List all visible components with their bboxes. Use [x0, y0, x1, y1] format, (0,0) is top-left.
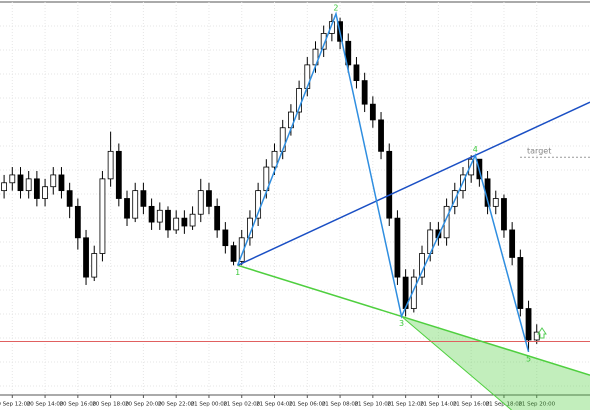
x-tick-label: 21 Sep 18:00 — [486, 402, 523, 408]
candle-body — [435, 229, 442, 239]
candle-body — [140, 190, 147, 207]
candle-body — [501, 198, 507, 231]
x-tick-label: 20 Sep 20:00 — [125, 402, 162, 408]
target-zone-edge — [401, 316, 512, 410]
candle-body — [132, 190, 139, 219]
x-tick-label: 21 Sep 02:00 — [223, 402, 260, 408]
candle-body — [115, 150, 122, 199]
candle-body — [492, 198, 499, 207]
candle-body — [361, 80, 368, 105]
candle-body — [345, 40, 352, 66]
candle-body — [1, 182, 7, 192]
x-tick-label: 21 Sep 08:00 — [322, 402, 359, 408]
candle-body — [181, 217, 188, 227]
candle-body — [533, 331, 540, 341]
candle-body — [378, 119, 384, 152]
candle-body — [328, 21, 335, 34]
candle-body — [42, 186, 48, 199]
x-tick-label: 20 Sep 14:00 — [27, 402, 64, 408]
candle-body — [17, 174, 24, 192]
x-tick-label: 21 Sep 16:00 — [453, 402, 490, 408]
line-1-3 — [237, 264, 590, 376]
candle-body — [394, 217, 401, 278]
x-tick-label: 20 Sep 12:00 — [0, 402, 31, 408]
candle-body — [525, 308, 532, 341]
candle-body — [320, 33, 327, 50]
candle-body — [279, 127, 286, 152]
candle-body — [353, 64, 360, 81]
x-tick-label: 21 Sep 14:00 — [420, 402, 457, 408]
candle-body — [50, 174, 57, 188]
candle-body — [410, 276, 417, 309]
candle-body — [304, 64, 311, 89]
x-tick-label: 21 Sep 20:00 — [518, 402, 555, 408]
wave-label: 5 — [526, 354, 531, 363]
candle-body — [369, 103, 376, 121]
candle-body — [156, 209, 163, 223]
wave-label: 3 — [399, 319, 404, 328]
candle-body — [468, 158, 475, 176]
candle-body — [58, 174, 65, 192]
candle-body — [173, 217, 180, 231]
candle-body — [83, 237, 89, 278]
candle-body — [124, 198, 130, 219]
plot: target 1 2 3 4 5 — [0, 3, 590, 410]
candle-body — [419, 253, 425, 278]
candle-body — [33, 178, 40, 199]
x-tick-label: 20 Sep 22:00 — [158, 402, 195, 408]
candle-body — [165, 209, 171, 231]
candle-body — [9, 174, 16, 184]
candle-body — [189, 213, 196, 227]
wave-label: 2 — [333, 3, 338, 12]
x-tick-label: 21 Sep 12:00 — [387, 402, 424, 408]
candle-body — [214, 205, 221, 231]
x-tick-label: 21 Sep 04:00 — [256, 402, 293, 408]
candle-body — [91, 253, 98, 278]
x-tick-label: 21 Sep 06:00 — [289, 402, 326, 408]
candle-body — [66, 190, 73, 207]
candle-body — [99, 178, 106, 254]
x-tick-label: 21 Sep 10:00 — [354, 402, 391, 408]
line-1-4 — [237, 101, 590, 266]
wave-zigzag — [236, 11, 530, 352]
candle-body — [222, 229, 229, 247]
candle-body — [517, 257, 524, 309]
wave-label: 4 — [473, 145, 478, 154]
target-zone — [401, 316, 590, 410]
x-tick-label: 20 Sep 18:00 — [92, 402, 129, 408]
buy-arrow-icon — [537, 327, 547, 339]
candle-body — [271, 150, 278, 168]
candle-body — [74, 205, 81, 239]
candle-body — [386, 150, 393, 219]
candle-body — [509, 229, 516, 258]
candle-body — [107, 150, 114, 180]
candle-body — [197, 190, 204, 215]
candle-body — [25, 178, 32, 192]
x-tick-label: 21 Sep 00:00 — [191, 402, 228, 408]
x-tick-label: 20 Sep 16:00 — [59, 402, 96, 408]
candle-body — [255, 190, 262, 219]
candle-body — [148, 205, 155, 223]
candle-body — [230, 245, 237, 262]
candle-body — [206, 190, 212, 207]
target-label: target — [527, 147, 551, 156]
wave-label: 1 — [235, 268, 240, 277]
